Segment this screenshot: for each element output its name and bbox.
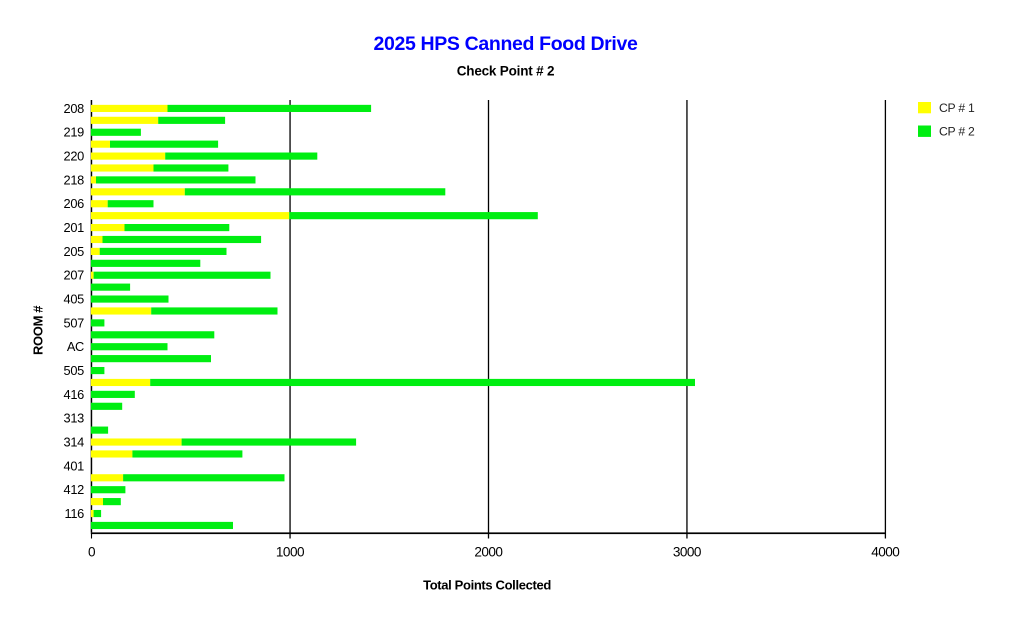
- svg-text:1000: 1000: [276, 545, 305, 560]
- svg-text:CP # 2: CP # 2: [939, 125, 975, 139]
- svg-text:2025 HPS Canned Food Drive: 2025 HPS Canned Food Drive: [374, 33, 638, 55]
- svg-text:412: 412: [64, 482, 85, 497]
- svg-text:4000: 4000: [871, 545, 900, 560]
- svg-text:207: 207: [64, 268, 85, 283]
- svg-text:416: 416: [64, 387, 85, 402]
- svg-text:313: 313: [64, 411, 85, 426]
- svg-text:220: 220: [64, 148, 85, 163]
- svg-text:505: 505: [64, 363, 85, 378]
- svg-text:AC: AC: [67, 339, 84, 354]
- svg-text:CP # 1: CP # 1: [939, 101, 975, 115]
- svg-text:Check Point # 2: Check Point # 2: [457, 64, 555, 79]
- svg-text:218: 218: [64, 172, 85, 187]
- svg-text:205: 205: [64, 244, 85, 259]
- svg-text:2000: 2000: [474, 545, 503, 560]
- svg-text:507: 507: [64, 315, 85, 330]
- svg-text:208: 208: [64, 101, 85, 116]
- svg-text:219: 219: [64, 125, 85, 140]
- svg-text:3000: 3000: [673, 545, 702, 560]
- svg-text:ROOM #: ROOM #: [31, 305, 46, 355]
- svg-text:405: 405: [64, 291, 85, 306]
- svg-text:Total Points Collected: Total Points Collected: [423, 578, 551, 593]
- svg-text:0: 0: [88, 545, 96, 560]
- svg-text:401: 401: [64, 458, 85, 473]
- svg-text:116: 116: [64, 506, 84, 521]
- svg-text:206: 206: [64, 196, 85, 211]
- svg-text:314: 314: [64, 434, 85, 449]
- svg-text:201: 201: [64, 220, 85, 235]
